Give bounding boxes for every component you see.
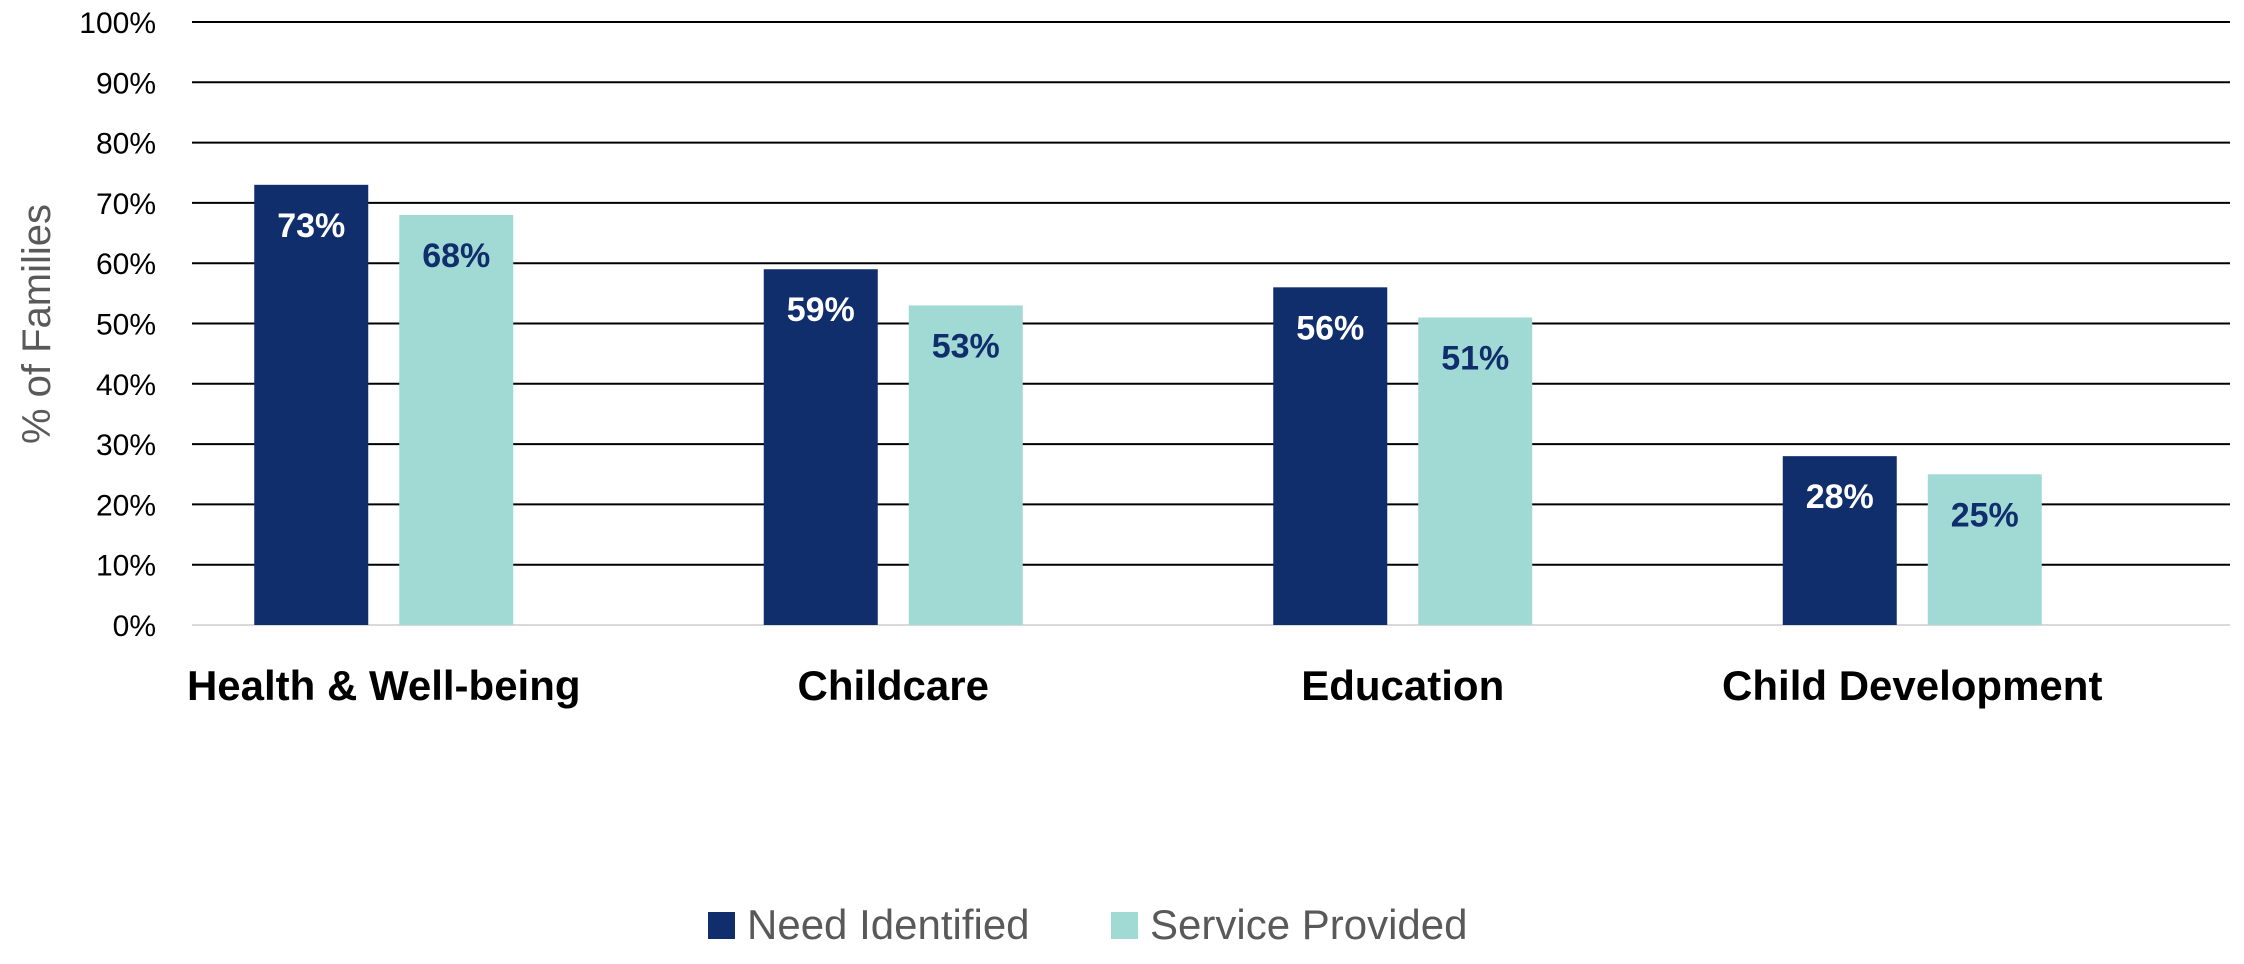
data-label: 25%: [1951, 496, 2019, 534]
x-axis-category-labels: Health & Well-being Childcare Education Chi…: [187, 662, 2102, 709]
category-label: Child Development: [1722, 662, 2102, 709]
bar-need-identified: [763, 269, 878, 625]
legend-swatch: [1111, 912, 1138, 939]
gridlines: [192, 21, 2230, 626]
category-label: Childcare: [798, 662, 989, 709]
y-tick-label: 70%: [96, 188, 156, 221]
y-tick-label: 100%: [79, 7, 156, 40]
y-tick-label: 90%: [96, 67, 156, 100]
y-tick-label: 50%: [96, 309, 156, 342]
y-tick-label: 40%: [96, 369, 156, 402]
y-tick-label: 10%: [96, 550, 156, 583]
bar-service-provided: [1927, 474, 2042, 625]
legend-label: Service Provided: [1150, 901, 1467, 948]
legend-label: Need Identified: [747, 901, 1030, 948]
y-axis-label: % of Families: [15, 204, 59, 444]
y-tick-label: 0%: [113, 610, 156, 643]
category-label: Health & Well-being: [187, 662, 581, 709]
y-tick-label: 80%: [96, 128, 156, 161]
bar-need-identified: [1273, 287, 1388, 625]
legend-swatch: [708, 912, 735, 939]
data-label: 73%: [277, 207, 345, 245]
data-label: 59%: [787, 291, 855, 329]
bar-service-provided: [908, 305, 1023, 625]
y-tick-label: 60%: [96, 248, 156, 281]
legend: Need Identified Service Provided: [708, 901, 1467, 948]
data-label: 53%: [932, 327, 1000, 365]
bar-need-identified: [1782, 456, 1897, 625]
bar-need-identified: [254, 184, 369, 625]
bars: [254, 184, 2042, 625]
category-label: Education: [1301, 662, 1504, 709]
data-labels: 73% 68% 59% 53% 56% 51% 28% 25%: [277, 207, 2019, 534]
data-label: 28%: [1806, 478, 1874, 516]
bar-service-provided: [1418, 317, 1533, 625]
data-label: 68%: [422, 237, 490, 275]
y-tick-label: 30%: [96, 429, 156, 462]
bar-service-provided: [399, 214, 514, 625]
y-tick-label: 20%: [96, 489, 156, 522]
y-axis-tick-labels: 0% 10% 20% 30% 40% 50% 60% 70% 80% 90% 100%: [79, 7, 156, 643]
data-label: 56%: [1296, 309, 1364, 347]
data-label: 51%: [1441, 339, 1509, 377]
